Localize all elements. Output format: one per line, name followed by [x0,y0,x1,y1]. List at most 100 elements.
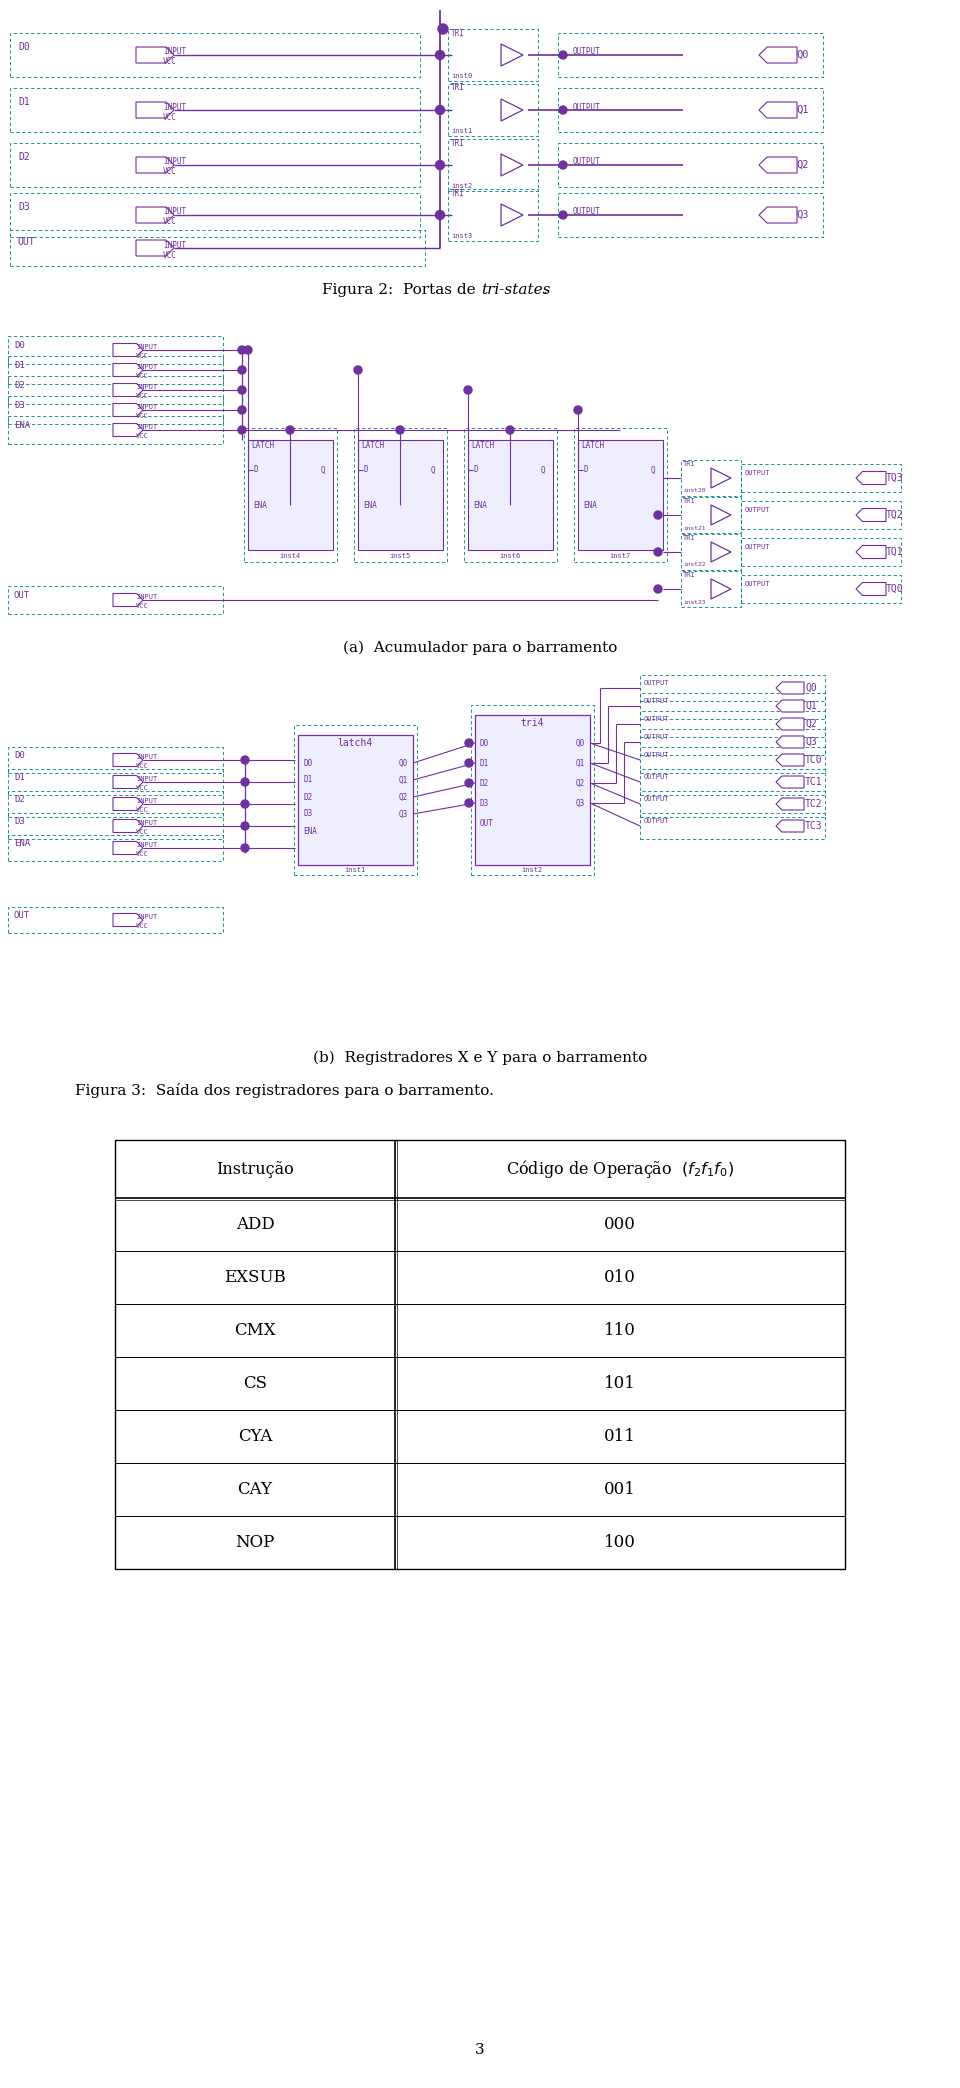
Text: TQ0: TQ0 [886,585,903,593]
Text: Q3: Q3 [796,211,808,219]
Polygon shape [711,543,731,562]
Text: 110: 110 [604,1322,636,1338]
Text: tri-states: tri-states [481,284,550,296]
Text: INPUT: INPUT [163,157,186,167]
Polygon shape [856,509,886,522]
Text: 010: 010 [604,1270,636,1286]
Bar [10,230,425,265]
Text: ADD: ADD [235,1215,275,1234]
Text: INPUT: INPUT [163,48,186,56]
Text: VCC: VCC [136,806,149,812]
Text: 101: 101 [604,1376,636,1393]
Text: TRI: TRI [451,84,465,92]
Text: INPUT: INPUT [136,384,157,390]
Polygon shape [759,207,797,223]
Bar [8,812,223,839]
Text: OUTPUT: OUTPUT [745,545,771,549]
Bar [10,142,420,188]
Circle shape [436,161,444,169]
Circle shape [238,386,246,395]
Text: OUTPUT: OUTPUT [644,735,669,739]
Circle shape [506,426,514,434]
Bar [471,706,594,875]
Text: TRI: TRI [683,572,696,578]
Text: 001: 001 [604,1480,636,1497]
Text: OUTPUT: OUTPUT [644,681,669,687]
Text: OUTPUT: OUTPUT [644,716,669,722]
Bar [558,33,823,77]
Text: D1: D1 [14,361,25,370]
Bar [448,29,538,81]
Bar [741,464,901,493]
Text: D: D [583,466,588,474]
Text: OUTPUT: OUTPUT [573,207,601,217]
Circle shape [436,50,444,58]
Text: NOP: NOP [235,1535,275,1551]
Text: D0: D0 [303,758,312,768]
Polygon shape [776,798,804,810]
Polygon shape [136,48,174,63]
Text: VCC: VCC [136,374,149,380]
Bar [640,712,825,737]
Text: TC1: TC1 [805,777,823,787]
Bar [8,906,223,933]
Bar [578,441,663,549]
Bar [448,140,538,190]
Text: D0: D0 [18,42,30,52]
Text: ENA: ENA [583,501,597,509]
Text: OUT: OUT [14,591,30,599]
Circle shape [241,756,249,764]
Bar [354,428,447,562]
Polygon shape [136,102,174,119]
Text: Q3: Q3 [576,798,585,808]
Text: inst3: inst3 [451,234,472,238]
Bar [558,142,823,188]
Polygon shape [776,735,804,748]
Text: TRI: TRI [451,29,465,38]
Text: latch4: latch4 [337,737,372,748]
Text: TQ1: TQ1 [886,547,903,557]
Text: D2: D2 [480,779,490,787]
Circle shape [464,386,472,395]
Text: 3: 3 [475,2042,485,2057]
Text: Q: Q [321,466,325,474]
Bar [640,748,825,773]
Text: CYA: CYA [238,1428,273,1445]
Polygon shape [776,777,804,787]
Text: CMX: CMX [234,1322,276,1338]
Text: VCC: VCC [136,923,149,929]
Text: Q2: Q2 [805,718,817,729]
Circle shape [238,347,246,355]
Bar [8,336,223,363]
Text: OUT: OUT [480,818,493,827]
Text: CS: CS [243,1376,267,1393]
Text: D0: D0 [480,739,490,748]
Text: inst0: inst0 [451,73,472,79]
Polygon shape [113,593,143,606]
Text: TRI: TRI [683,461,696,468]
Bar [741,539,901,566]
Bar [574,428,667,562]
Circle shape [436,106,444,115]
Bar [8,355,223,384]
Bar [294,725,417,875]
Text: TQ2: TQ2 [886,509,903,520]
Text: Instrução: Instrução [216,1161,294,1178]
Text: D3: D3 [14,401,25,409]
Text: inst20: inst20 [683,489,706,493]
Polygon shape [136,240,174,257]
Polygon shape [759,102,797,119]
Text: Q1: Q1 [398,775,408,785]
Circle shape [654,547,662,555]
Text: tri4: tri4 [520,718,543,729]
Bar [468,441,553,549]
Bar [681,535,741,570]
Bar [640,729,825,756]
Text: Q1: Q1 [805,702,817,712]
Text: inst21: inst21 [683,526,706,530]
Text: D0: D0 [14,750,25,760]
Circle shape [238,426,246,434]
Bar [681,459,741,497]
Circle shape [238,405,246,413]
Text: INPUT: INPUT [136,777,157,783]
